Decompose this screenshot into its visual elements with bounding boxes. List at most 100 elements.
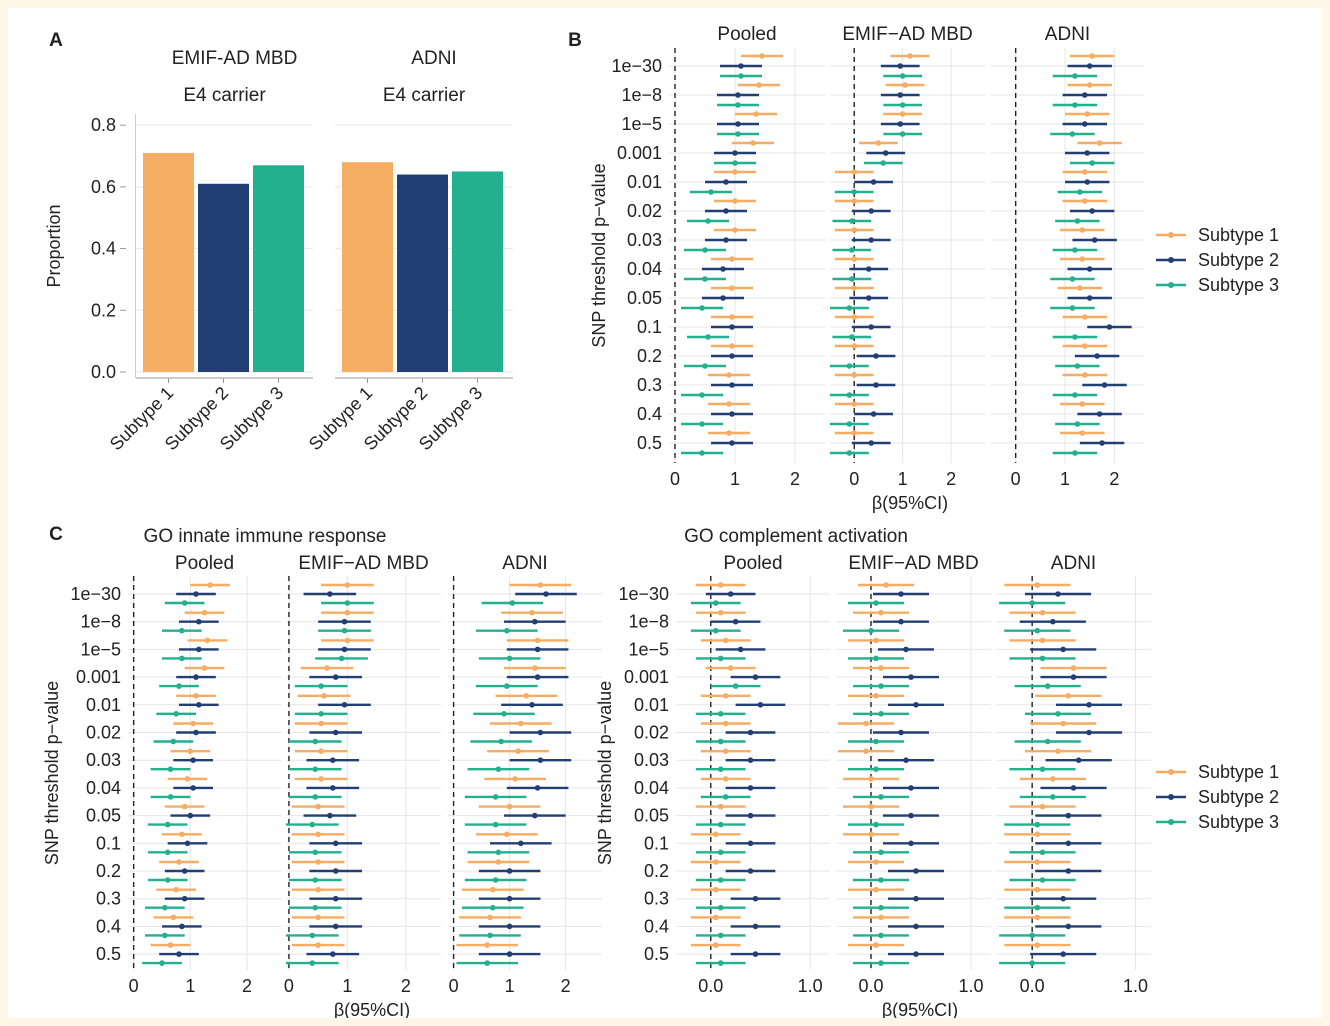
point-subtype-3: [504, 683, 510, 689]
point-subtype-3: [878, 794, 884, 800]
point-subtype-2: [1075, 757, 1082, 763]
point-subtype-3: [878, 683, 884, 689]
point-subtype-2: [897, 63, 904, 69]
point-subtype-1: [726, 430, 732, 436]
point-subtype-1: [873, 693, 879, 699]
point-subtype-2: [723, 237, 729, 243]
point-subtype-3: [699, 305, 705, 311]
point-subtype-3: [899, 131, 906, 137]
point-subtype-3: [1029, 932, 1035, 939]
point-subtype-1: [1089, 53, 1095, 59]
point-subtype-1: [490, 886, 496, 893]
point-subtype-2: [1060, 895, 1066, 902]
facet-background: [448, 576, 602, 970]
point-subtype-2: [1065, 868, 1072, 874]
point-subtype-1: [187, 748, 194, 754]
tick-label-y: 0.1: [644, 833, 669, 853]
point-subtype-1: [1065, 693, 1072, 699]
tick-label-y: 0.2: [644, 861, 669, 881]
facet-subtitle-a: E4 carrier: [183, 85, 266, 106]
tick-label-x: 1.0: [1123, 976, 1148, 996]
point-subtype-2: [882, 150, 889, 156]
point-subtype-2: [868, 208, 874, 214]
point-subtype-3: [873, 821, 879, 828]
tick-label-y: 0.001: [76, 667, 121, 687]
point-subtype-2: [1084, 179, 1091, 185]
point-subtype-2: [529, 702, 535, 708]
point-subtype-3: [1069, 305, 1076, 311]
point-subtype-2: [913, 895, 919, 902]
point-subtype-3: [1044, 683, 1051, 689]
point-subtype-2: [327, 591, 333, 597]
tick-label-x: 0: [849, 469, 859, 489]
point-subtype-1: [750, 140, 756, 146]
point-subtype-1: [729, 256, 735, 262]
point-subtype-3: [1029, 600, 1035, 606]
point-subtype-2: [181, 895, 188, 902]
point-subtype-3: [848, 247, 855, 253]
legend-label-subtype-3: Subtype 3: [1198, 275, 1279, 295]
facet-background: [996, 576, 1151, 970]
facet-title-a: ADNI: [411, 48, 456, 69]
point-subtype-1: [722, 776, 729, 782]
point-subtype-1: [204, 637, 211, 644]
bar-subtype-3: [253, 165, 304, 372]
point-subtype-1: [184, 776, 191, 782]
point-subtype-1: [1077, 285, 1083, 291]
legend-label-subtype-2: Subtype 2: [1198, 250, 1279, 270]
point-subtype-3: [878, 960, 884, 966]
legend-label-subtype-3: Subtype 3: [1198, 812, 1279, 832]
point-subtype-3: [1074, 363, 1081, 369]
point-subtype-2: [1065, 812, 1072, 819]
point-subtype-2: [868, 440, 874, 446]
point-subtype-3: [338, 655, 345, 662]
point-subtype-2: [187, 812, 194, 819]
tick-label-y: 1e−8: [628, 612, 669, 632]
facet-title: ADNI: [502, 553, 547, 574]
point-subtype-1: [207, 582, 213, 588]
tick-label-x: 1: [730, 469, 740, 489]
axis-title-y-c1: SNP threshold p−value: [42, 681, 62, 865]
point-subtype-3: [873, 655, 879, 662]
point-subtype-2: [190, 785, 196, 791]
point-subtype-3: [873, 600, 879, 606]
point-subtype-2: [1106, 324, 1113, 330]
point-subtype-2: [747, 840, 754, 847]
tick-label-y-a: 0.2: [91, 300, 116, 320]
point-subtype-2: [873, 353, 879, 359]
point-subtype-3: [717, 960, 724, 966]
point-subtype-3: [1072, 392, 1078, 398]
tick-label-y: 0.02: [86, 723, 121, 743]
point-subtype-2: [732, 150, 738, 156]
point-subtype-1: [1079, 401, 1086, 407]
legend-label-subtype-1: Subtype 1: [1198, 225, 1279, 245]
point-subtype-1: [484, 942, 491, 948]
point-subtype-2: [738, 63, 744, 69]
axis-title-x: β(95%CI): [334, 1000, 410, 1018]
point-subtype-3: [705, 334, 711, 340]
tick-label-x: 0.0: [1020, 976, 1045, 996]
point-subtype-1: [1034, 942, 1041, 948]
point-subtype-3: [1072, 334, 1078, 340]
point-subtype-3: [717, 766, 724, 772]
point-subtype-3: [699, 421, 705, 427]
point-subtype-1: [727, 665, 734, 671]
point-subtype-1: [868, 803, 874, 810]
point-subtype-1: [902, 82, 908, 88]
legend-point-subtype-3: [1168, 819, 1174, 825]
figure-canvas: A B C Proportion 0.0 0.2 0.4 0.6 0.8 EMIF-AD MBD E…: [42, 24, 1279, 1018]
facet-title: ADNI: [1045, 24, 1090, 45]
tick-label-y: 0.3: [637, 375, 662, 395]
point-subtype-3: [1077, 189, 1083, 195]
point-subtype-1: [868, 831, 874, 838]
tick-label-y: 0.3: [644, 889, 669, 909]
point-subtype-3: [179, 627, 185, 634]
tick-label-x: 0.0: [858, 976, 883, 996]
point-subtype-1: [1034, 831, 1041, 838]
point-subtype-2: [752, 923, 759, 930]
point-subtype-2: [723, 208, 729, 214]
point-subtype-3: [312, 877, 319, 883]
point-subtype-3: [1074, 218, 1081, 224]
point-subtype-2: [1065, 840, 1072, 847]
point-subtype-3: [717, 849, 724, 856]
